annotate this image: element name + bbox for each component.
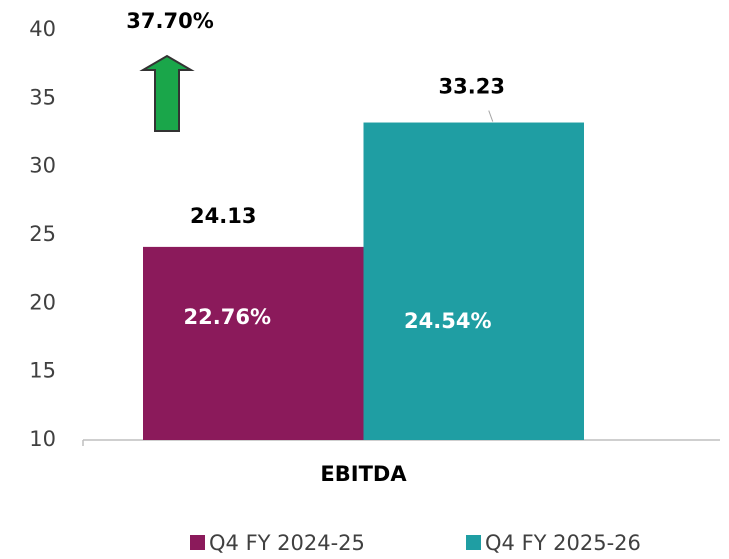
legend-swatch	[190, 535, 205, 550]
legend-label: Q4 FY 2025-26	[485, 531, 641, 555]
x-tick-label: EBITDA	[320, 462, 407, 486]
y-tick-label: 35	[29, 85, 56, 109]
margin-label: 22.76%	[184, 305, 271, 329]
y-tick-label: 20	[29, 290, 56, 314]
y-tick-label: 40	[29, 17, 56, 41]
legend-swatch	[466, 535, 481, 550]
y-tick-label: 25	[29, 222, 56, 246]
growth-annotation: 37.70%	[126, 9, 213, 33]
bar	[363, 122, 584, 441]
bar	[143, 246, 364, 440]
y-tick-label: 30	[29, 154, 56, 178]
y-tick-label: 15	[29, 359, 56, 383]
leader-line	[488, 110, 494, 122]
legend-label: Q4 FY 2024-25	[209, 531, 365, 555]
margin-label: 24.54%	[404, 309, 491, 333]
y-tick-label: 10	[29, 427, 56, 451]
growth-arrow	[139, 54, 195, 132]
data-label: 33.23	[439, 75, 505, 99]
data-label: 24.13	[190, 204, 256, 228]
